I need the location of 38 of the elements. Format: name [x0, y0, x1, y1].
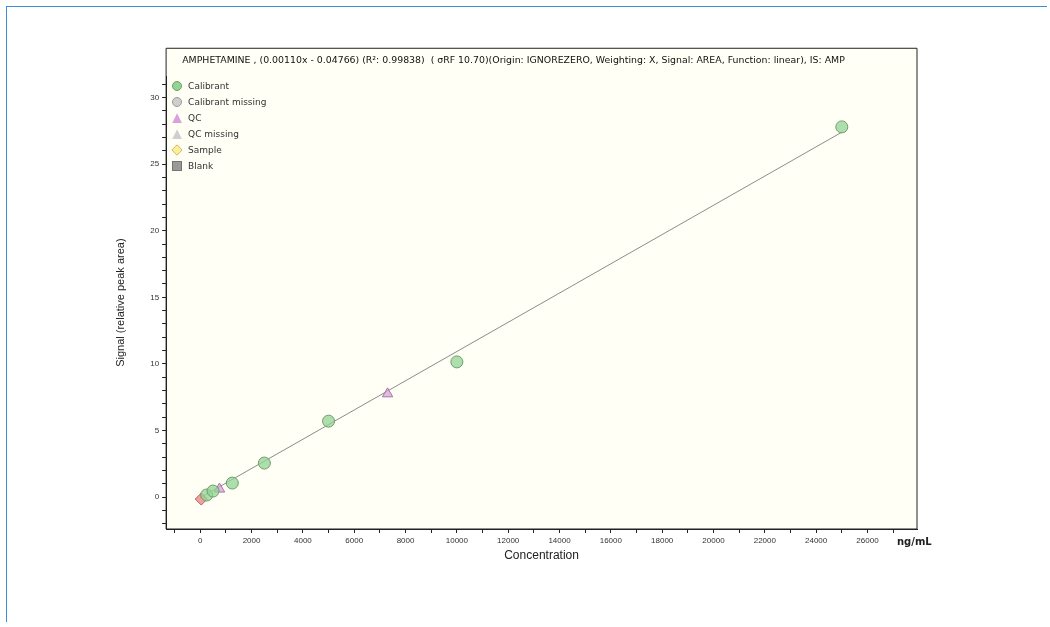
y-tick-label: 0 — [154, 492, 160, 502]
x-tick-label: 20000 — [702, 536, 726, 545]
legend-label: Blank — [188, 160, 214, 174]
x-tick-label: 10000 — [445, 536, 469, 545]
x-axis-title: Concentration — [504, 548, 579, 563]
x-tick-label: 26000 — [856, 536, 880, 545]
x-tick-label: 24000 — [805, 536, 828, 545]
legend-label: Calibrant missing — [188, 96, 267, 110]
x-tick-label: 8000 — [396, 536, 415, 545]
x-tick-label: 4000 — [293, 536, 313, 545]
legend-label: Sample — [188, 144, 222, 158]
x-tick-label: 2000 — [242, 536, 262, 545]
point — [225, 476, 239, 490]
x-tick-label: 16000 — [599, 536, 623, 545]
text: ng/mL — [897, 535, 933, 547]
point — [322, 414, 336, 428]
x-tick-label: 12000 — [497, 536, 520, 545]
point — [206, 484, 220, 498]
legend-label: QC — [188, 112, 202, 126]
y-tick-label: 30 — [150, 92, 160, 102]
y-tick-label: 5 — [154, 425, 160, 435]
x-tick-label: 6000 — [345, 536, 364, 545]
legend-label: Calibrant — [188, 80, 230, 94]
x-tick-label: 0 — [198, 536, 203, 545]
x-tick-label: 18000 — [651, 536, 674, 545]
point — [381, 387, 394, 398]
y-tick-label: 25 — [150, 159, 160, 169]
y-axis-title: Signal (relative peak area) — [113, 238, 126, 367]
x-tick-label: 22000 — [753, 536, 777, 545]
y-tick-label: 20 — [150, 225, 160, 235]
point — [257, 456, 271, 470]
chart-title: AMPHETAMINE , (0.00110x - 0.04766) (R²: 0.99838) ( σRF 10.70)(Origin: IGNOREZERO, Weighting: X, Signal: AREA, Function: linear), IS: AMP — [182, 54, 846, 66]
y-tick-label: 15 — [150, 292, 160, 302]
legend-label: QC missing — [188, 128, 239, 142]
y-tick-label: 10 — [150, 359, 160, 369]
point — [835, 120, 849, 134]
x-tick-label: 14000 — [548, 536, 572, 545]
point — [450, 355, 464, 369]
